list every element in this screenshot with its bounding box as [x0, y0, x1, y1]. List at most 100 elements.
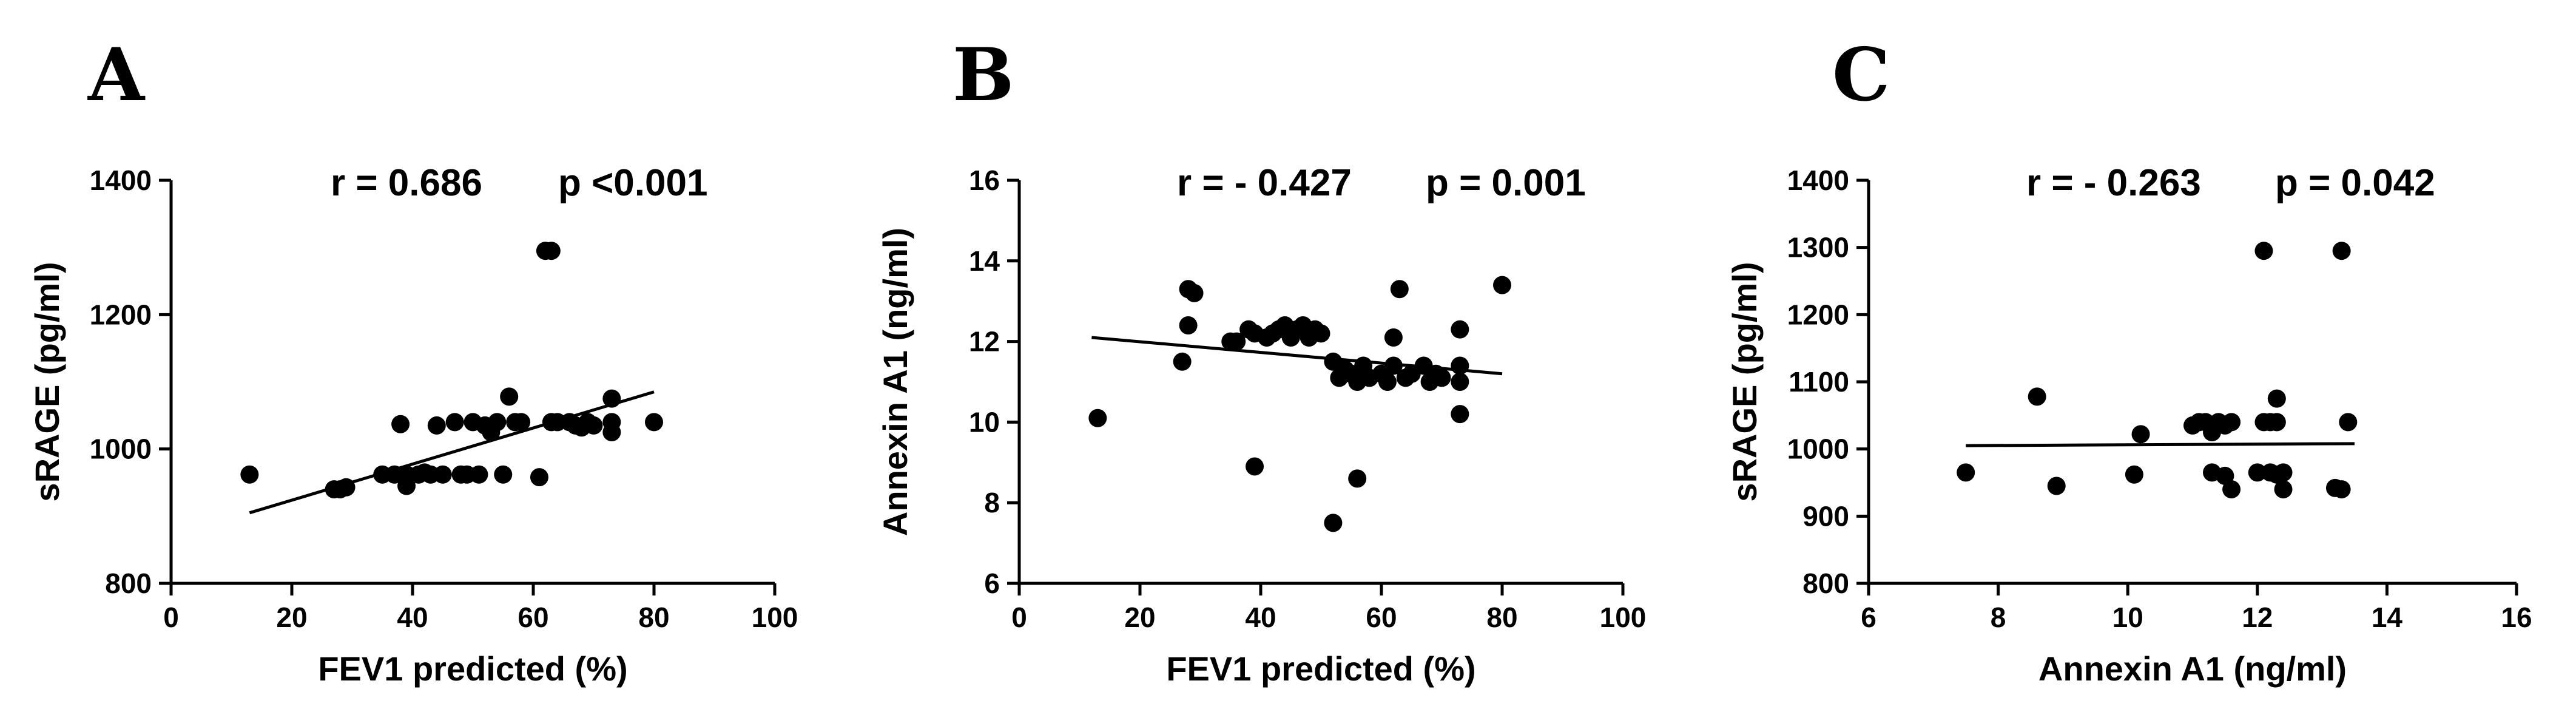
panel-b-data-point	[1173, 352, 1192, 371]
panel-a-data-point	[391, 415, 410, 433]
panel-a-x-tick-label: 40	[397, 602, 428, 633]
panel-c-x-tick-label: 14	[2372, 602, 2403, 633]
panel-a-data-point	[445, 413, 464, 432]
panel-a-data-point	[337, 478, 356, 497]
panel-b-data-point	[1088, 409, 1107, 427]
panel-b-letter: B	[953, 32, 1014, 118]
panel-c-data-point	[2274, 480, 2293, 499]
panel-c-data-point	[1957, 463, 1975, 482]
panel-c-data-point	[2332, 242, 2351, 260]
panel-a: Ar = 0.686 p <0.001 0 20 40 60 80 100 800 1000 120…	[28, 32, 798, 688]
panel-c-x-axis-label: Annexin A1 (ng/ml)	[2038, 650, 2347, 688]
panel-a-r-value: r = 0.686	[331, 162, 482, 204]
panel-a-y-axis-label: sRAGE (pg/ml)	[28, 262, 66, 501]
panel-b-y-tick-label: 14	[969, 245, 1000, 277]
panel-a-letter: A	[87, 32, 146, 118]
panel-c-y-tick-label: 1000	[1787, 433, 1849, 465]
panel-b-data-point	[1348, 469, 1367, 488]
panel-b-x-tick-label: 20	[1124, 602, 1155, 633]
panel-b-x-tick-label: 40	[1245, 602, 1276, 633]
panel-c-data-point	[2248, 463, 2267, 482]
panel-a-data-point	[542, 242, 561, 260]
panel-b-y-tick-label: 12	[969, 326, 1000, 358]
panel-b-data-point	[1246, 457, 1264, 476]
panel-a-data-point	[433, 465, 452, 484]
panel-b-data-point	[1451, 405, 1469, 424]
panel-a-data-point	[427, 416, 446, 435]
panel-c-x-tick-label: 12	[2242, 602, 2273, 633]
panel-c-y-tick-label: 1200	[1787, 299, 1849, 330]
panel-b-r-value: r = - 0.427	[1177, 162, 1352, 204]
panel-a-data-point	[584, 416, 603, 435]
panel-a-regression-line	[249, 390, 655, 515]
panel-b-data-point	[1451, 373, 1469, 391]
panel-b-x-tick-label: 60	[1366, 602, 1397, 633]
panel-b-x-axis-label: FEV1 predicted (%)	[1166, 650, 1475, 688]
panel-a-x-tick-label: 100	[752, 602, 798, 633]
panel-b-data-point	[1324, 514, 1343, 532]
panel-c-y-tick-label: 1400	[1787, 165, 1849, 196]
panel-a-data-point	[602, 389, 621, 408]
panel-c-y-tick-label: 1100	[1789, 366, 1849, 398]
panel-a-data-point	[470, 465, 488, 484]
panel-c-x-tick-label: 16	[2501, 602, 2532, 633]
panel-b-data-point	[1451, 356, 1469, 375]
panel-c-data-point	[2028, 387, 2046, 406]
panel-c-regression-line	[1966, 442, 2355, 447]
panel-a-x-tick-label: 80	[638, 602, 669, 633]
panel-b-data-point	[1432, 368, 1451, 387]
panel-b-p-value: p = 0.001	[1426, 162, 1586, 204]
panel-c-data-point	[2047, 477, 2066, 495]
panel-b-x-tick-label: 80	[1486, 602, 1517, 633]
panel-c-x-tick-label: 6	[1861, 602, 1876, 633]
panel-b-y-axis-label: Annexin A1 (ng/ml)	[876, 228, 914, 536]
panel-b-y-tick-label: 10	[969, 406, 1000, 438]
panel-a-data-point	[500, 387, 519, 406]
panel-a-x-axis-label: FEV1 predicted (%)	[318, 650, 627, 688]
panel-b: Br = - 0.427 p = 0.001 0 20 40 60 80 100 6 8 10 12 1…	[876, 32, 1646, 688]
panel-a-data-point	[530, 468, 548, 487]
panel-b-data-point	[1179, 316, 1198, 335]
panel-c-data-point	[2339, 413, 2358, 432]
panel-a-y-tick-label: 1200	[90, 299, 152, 330]
panel-c-data-point	[2222, 480, 2241, 499]
panel-c-data-point	[2125, 465, 2143, 484]
panel-c-data-point	[2274, 463, 2293, 482]
panel-a-p-value: p <0.001	[558, 162, 707, 204]
panel-a-data-point	[488, 413, 507, 432]
panel-b-data-point	[1493, 276, 1511, 294]
panel-b-data-point	[1451, 320, 1469, 339]
panel-a-x-tick-label: 60	[518, 602, 548, 633]
panel-a-x-tick-label: 0	[163, 602, 179, 633]
panel-c-y-tick-label: 800	[1802, 568, 1849, 599]
panel-c-p-value: p = 0.042	[2275, 162, 2435, 204]
panel-c-data-point	[2131, 425, 2150, 444]
panel-a-data-point	[645, 413, 663, 432]
panel-b-x-tick-label: 100	[1600, 602, 1647, 633]
panel-a-y-tick-label: 800	[105, 568, 152, 599]
panel-b-x-tick-label: 0	[1011, 602, 1027, 633]
panel-b-data-point	[1384, 328, 1403, 347]
panel-a-y-tick-label: 1400	[90, 165, 152, 196]
panel-a-data-point	[602, 423, 621, 441]
panel-c-data-point	[2332, 480, 2351, 499]
panel-c-x-tick-label: 10	[2112, 602, 2143, 633]
panel-b-data-point	[1384, 356, 1403, 375]
panel-b-data-point	[1227, 332, 1246, 351]
panel-b-y-tick-label: 6	[984, 568, 1000, 599]
panel-a-x-tick-label: 20	[276, 602, 307, 633]
panel-a-data-point	[240, 465, 259, 484]
panel-c-r-value: r = - 0.263	[2026, 162, 2201, 204]
panel-c-x-tick-label: 8	[1991, 602, 2006, 633]
panel-c-data-point	[2222, 413, 2241, 432]
panel-a-data-point	[494, 465, 513, 484]
panel-b-data-point	[1390, 280, 1409, 299]
panel-b-data-point	[1378, 373, 1397, 391]
panel-c: Cr = - 0.263 p = 0.042 6 8 10 12 14 16 800 900 100…	[1725, 32, 2532, 688]
panel-c-letter: C	[1832, 32, 1890, 118]
panel-c-y-tick-label: 1300	[1787, 232, 1849, 263]
panel-b-y-tick-label: 16	[969, 165, 1000, 196]
panel-c-data-point	[2254, 242, 2273, 260]
panel-a-y-tick-label: 1000	[90, 433, 152, 465]
